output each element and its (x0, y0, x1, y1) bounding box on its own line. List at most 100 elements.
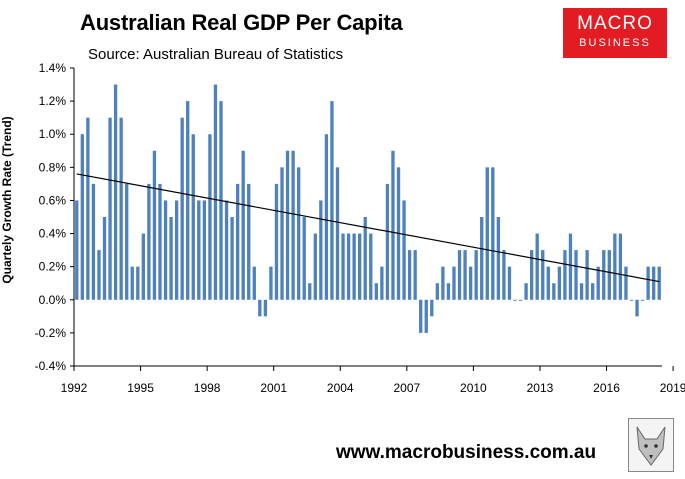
bar (613, 233, 617, 300)
bar (80, 134, 84, 300)
bar (152, 150, 157, 300)
bar (191, 134, 195, 300)
bar (430, 299, 434, 317)
y-tick-label: -0.4% (35, 359, 67, 373)
bar (369, 233, 373, 300)
bar (174, 200, 179, 300)
bar (419, 299, 423, 333)
bar (252, 266, 256, 300)
bar (136, 266, 140, 300)
fox-mascot-image (628, 418, 674, 472)
bar (391, 150, 395, 300)
bar (629, 299, 634, 301)
bar (230, 217, 234, 300)
bar (86, 117, 90, 300)
bar (130, 266, 134, 300)
logo-line-2: BUSINESS (579, 37, 651, 49)
bar (285, 150, 290, 300)
bar (125, 183, 129, 300)
bar (529, 250, 534, 300)
axes (73, 68, 662, 367)
bar (496, 217, 501, 300)
bar (579, 283, 584, 300)
bar (624, 266, 628, 300)
bar (546, 266, 550, 300)
y-axis-label: Quartely Growth Rate (Trend) (0, 116, 14, 283)
bar (652, 266, 656, 300)
bar (263, 299, 268, 317)
bar (330, 101, 334, 300)
bar (358, 233, 362, 300)
bar (541, 250, 545, 300)
bar (97, 250, 101, 300)
bar (308, 283, 312, 300)
bar (102, 217, 107, 300)
bar (568, 233, 573, 300)
chart-title: Australian Real GDP Per Capita (80, 10, 403, 35)
bar (91, 183, 96, 300)
bar (507, 266, 512, 300)
svg-text:Quartely Growth Rate (Trend): Quartely Growth Rate (Trend) (0, 116, 14, 283)
bar (169, 217, 173, 300)
bar (335, 167, 340, 300)
bar (108, 117, 112, 300)
bar (402, 200, 406, 300)
bar (407, 250, 412, 300)
bar (646, 266, 650, 300)
bar (224, 200, 229, 300)
bar (324, 134, 329, 300)
bar (468, 266, 473, 300)
x-tick-label: 1992 (61, 381, 88, 395)
bar (341, 233, 345, 300)
bar (302, 217, 306, 300)
bar (208, 134, 212, 300)
bar (657, 266, 661, 300)
bar (269, 266, 273, 300)
y-axis-ticks: 1.4% 1.2% 1.0% 0.8% 0.6% 0.4% 0.2% 0.0% -0.2% -0.… (35, 61, 74, 373)
trend-line (76, 173, 660, 283)
bar (435, 283, 440, 300)
x-tick-label: 2001 (260, 381, 287, 395)
bar (241, 150, 245, 300)
x-tick-label: 1998 (194, 381, 221, 395)
x-tick-label: 1995 (127, 381, 154, 395)
y-tick-label: 1.4% (39, 61, 67, 75)
y-tick-label: -0.2% (35, 326, 67, 340)
bar (119, 117, 123, 300)
bar (552, 283, 556, 300)
bar (380, 266, 384, 300)
bar (596, 266, 600, 300)
bar (502, 250, 506, 300)
y-tick-label: 0.2% (39, 260, 67, 274)
bar (535, 233, 539, 300)
bar (258, 299, 262, 317)
x-tick-label: 2004 (327, 381, 354, 395)
bar (640, 299, 645, 301)
fox-icon (636, 426, 666, 466)
bar (424, 299, 428, 333)
x-tick-label: 2019 (660, 381, 685, 395)
bar (247, 183, 251, 300)
y-tick-label: 1.0% (39, 127, 67, 141)
bar (113, 84, 118, 300)
bar (235, 183, 240, 300)
bar (374, 283, 378, 300)
bar (590, 283, 595, 300)
macrobusiness-logo[interactable]: MACRO BUSINESS (563, 8, 667, 58)
x-tick-label: 2013 (527, 381, 554, 395)
website-link[interactable]: www.macrobusiness.com.au (336, 442, 597, 463)
bar (313, 233, 317, 300)
bar (618, 233, 623, 300)
y-tick-label: 0.0% (39, 293, 67, 307)
bar (363, 217, 367, 300)
bar (457, 250, 462, 300)
bar (274, 183, 279, 300)
bar-series (75, 84, 661, 333)
bar (202, 200, 207, 300)
bar (180, 117, 184, 300)
y-tick-label: 0.6% (39, 193, 67, 207)
bar (291, 150, 295, 300)
x-tick-label: 2010 (460, 381, 487, 395)
bar (607, 250, 611, 300)
bar (75, 200, 79, 300)
